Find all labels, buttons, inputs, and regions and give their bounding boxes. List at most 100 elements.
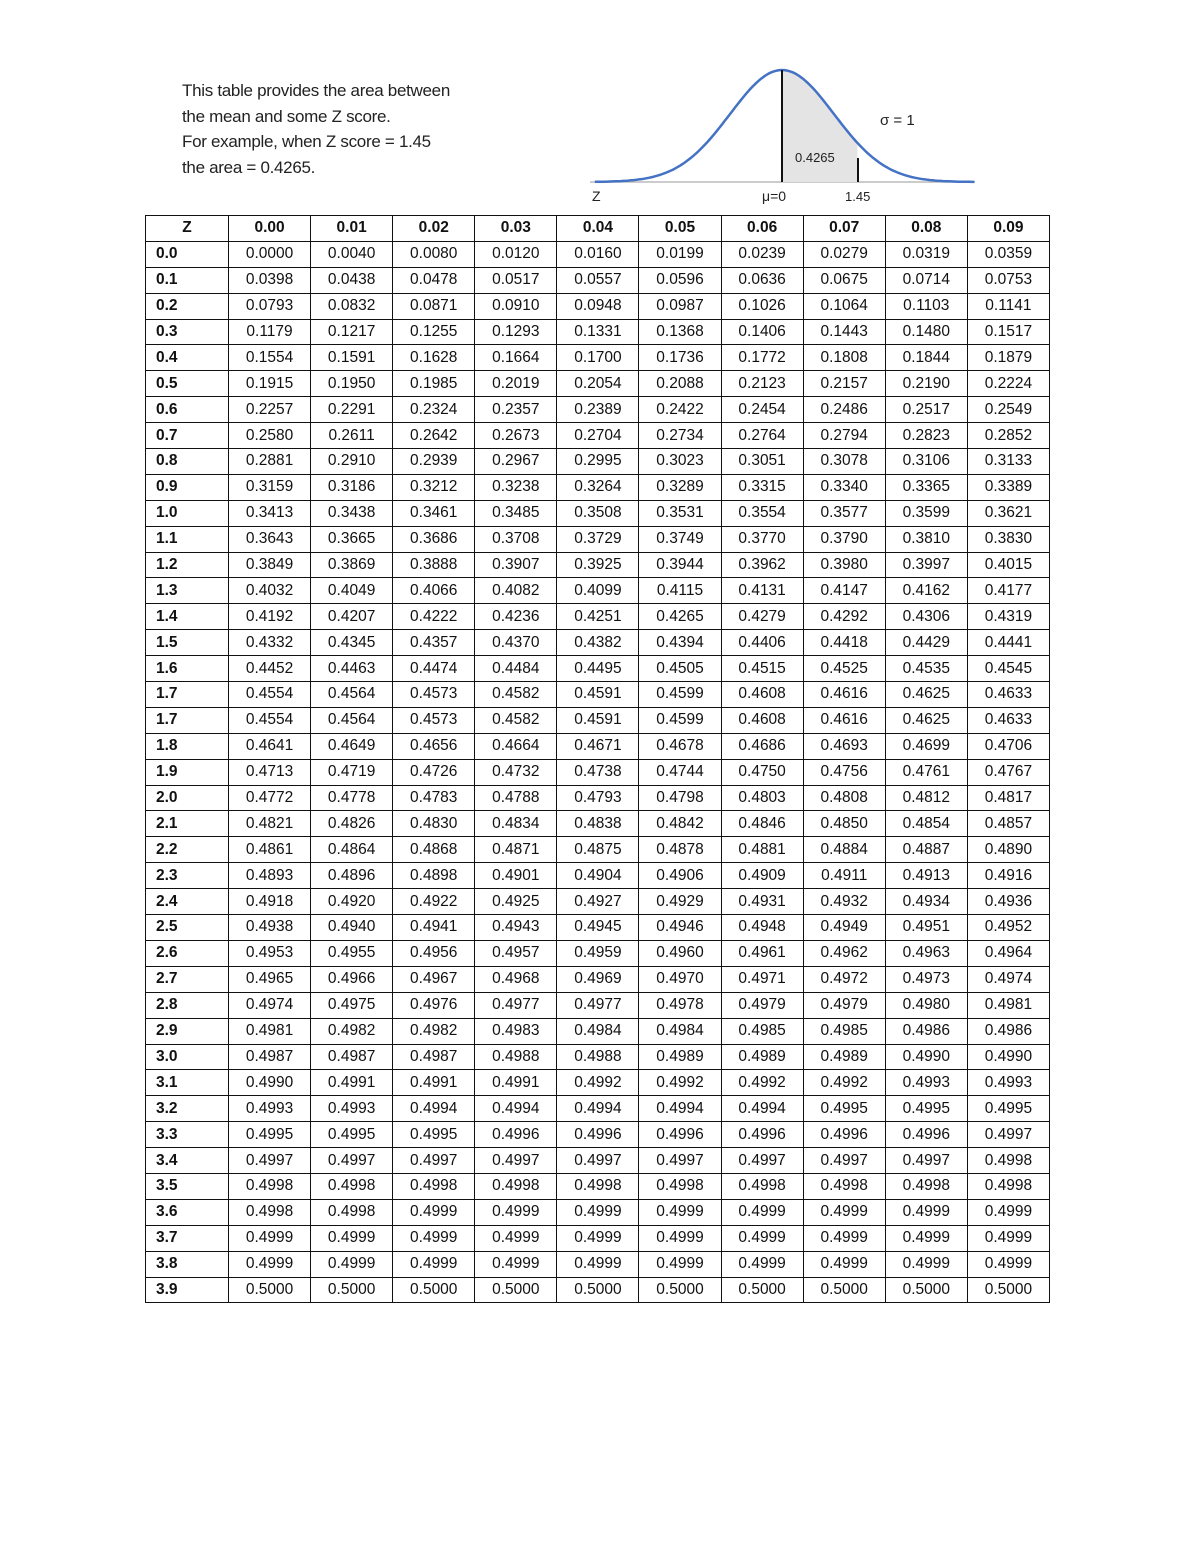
area-cell: 0.5000 (638, 1276, 722, 1304)
area-cell: 0.4452 (227, 655, 312, 683)
area-cell: 0.1217 (310, 318, 394, 346)
area-cell: 0.0478 (392, 266, 476, 294)
table-row: 2.1 0.4821 0.4826 0.4830 0.4834 0.4838 0.4842 0… (145, 810, 1051, 838)
z-value-cell: 2.1 (145, 810, 229, 838)
area-cell: 0.4357 (392, 629, 476, 657)
area-cell: 0.4996 (556, 1121, 640, 1149)
area-cell: 0.4207 (310, 603, 394, 631)
area-cell: 0.4131 (720, 577, 804, 605)
area-cell: 0.3289 (638, 473, 722, 501)
area-cell: 0.4898 (392, 862, 476, 890)
area-cell: 0.4821 (227, 810, 312, 838)
table-row: 0.4 0.1554 0.1591 0.1628 0.1664 0.1700 0.1736 0… (145, 344, 1051, 372)
area-cell: 0.4999 (392, 1198, 476, 1226)
z-value-cell: 1.2 (145, 551, 229, 579)
area-cell: 0.4991 (310, 1069, 394, 1097)
area-cell: 0.4934 (884, 888, 968, 916)
area-cell: 0.4999 (474, 1198, 558, 1226)
area-cell: 0.4994 (392, 1095, 476, 1123)
area-cell: 0.3133 (966, 448, 1051, 475)
table-row: 2.3 0.4893 0.4896 0.4898 0.4901 0.4904 0.4906 0… (145, 862, 1051, 890)
area-cell: 0.4982 (392, 1017, 476, 1045)
z-value-cell: 1.0 (145, 499, 229, 527)
area-cell: 0.4887 (884, 836, 968, 864)
area-cell: 0.4484 (474, 655, 558, 683)
area-cell: 0.4868 (392, 836, 476, 864)
area-cell: 0.4429 (884, 629, 968, 657)
area-cell: 0.2517 (884, 396, 968, 424)
area-cell: 0.0714 (884, 266, 968, 294)
area-cell: 0.5000 (310, 1276, 394, 1304)
area-cell: 0.4616 (802, 706, 886, 734)
z-value-cell: 0.3 (145, 318, 229, 346)
area-cell: 0.1879 (966, 344, 1051, 372)
area-cell: 0.2054 (556, 370, 640, 398)
area-cell: 0.1808 (802, 344, 886, 372)
area-cell: 0.1255 (392, 318, 476, 346)
area-cell: 0.3830 (966, 525, 1051, 553)
area-cell: 0.1915 (227, 370, 312, 398)
area-cell: 0.4251 (556, 603, 640, 631)
normal-curve-diagram (590, 68, 975, 184)
area-cell: 0.4999 (227, 1224, 312, 1252)
area-cell: 0.4984 (638, 1017, 722, 1045)
area-cell: 0.4015 (966, 551, 1051, 579)
area-cell: 0.0871 (392, 292, 476, 320)
area-cell: 0.4834 (474, 810, 558, 838)
area-cell: 0.4608 (720, 706, 804, 734)
z-value-cell: 2.7 (145, 965, 229, 993)
area-cell: 0.4965 (227, 965, 312, 993)
area-cell: 0.0987 (638, 292, 722, 320)
area-cell: 0.3686 (392, 525, 476, 553)
area-cell: 0.3749 (638, 525, 722, 553)
area-cell: 0.4394 (638, 629, 722, 657)
area-cell: 0.0080 (392, 240, 476, 268)
header-col: 0.03 (474, 215, 558, 242)
area-cell: 0.4535 (884, 655, 968, 683)
table-row: 0.6 0.2257 0.2291 0.2324 0.2357 0.2389 0.2422 0… (145, 396, 1051, 424)
area-cell: 0.2967 (474, 448, 558, 475)
area-cell: 0.4854 (884, 810, 968, 838)
area-cell: 0.4738 (556, 758, 640, 786)
area-cell: 0.5000 (392, 1276, 476, 1304)
area-cell: 0.4996 (720, 1121, 804, 1149)
area-cell: 0.2910 (310, 448, 394, 475)
area-cell: 0.4997 (720, 1147, 804, 1174)
area-cell: 0.4983 (474, 1017, 558, 1045)
area-cell: 0.4582 (474, 681, 558, 708)
area-cell: 0.0832 (310, 292, 394, 320)
table-row: 1.0 0.3413 0.3438 0.3461 0.3485 0.3508 0.3531 0… (145, 499, 1051, 527)
area-cell: 0.4999 (638, 1250, 722, 1278)
z-value-cell: 1.7 (145, 706, 229, 734)
area-cell: 0.4525 (802, 655, 886, 683)
area-cell: 0.4975 (310, 991, 394, 1019)
area-cell: 0.4976 (392, 991, 476, 1019)
area-cell: 0.5000 (227, 1276, 312, 1304)
area-cell: 0.0557 (556, 266, 640, 294)
z-value-cell: 0.6 (145, 396, 229, 424)
area-cell: 0.4893 (227, 862, 312, 890)
area-cell: 0.1368 (638, 318, 722, 346)
area-cell: 0.5000 (884, 1276, 968, 1304)
area-cell: 0.1736 (638, 344, 722, 372)
z-value-cell: 3.1 (145, 1069, 229, 1097)
area-cell: 0.4961 (720, 939, 804, 967)
table-row: 2.8 0.4974 0.4975 0.4976 0.4977 0.4977 0.4978 0… (145, 991, 1051, 1019)
area-cell: 0.4993 (884, 1069, 968, 1097)
area-cell: 0.2190 (884, 370, 968, 398)
area-cell: 0.4940 (310, 914, 394, 941)
area-cell: 0.0438 (310, 266, 394, 294)
table-row: 1.5 0.4332 0.4345 0.4357 0.4370 0.4382 0.4394 0… (145, 629, 1051, 657)
area-cell: 0.1700 (556, 344, 640, 372)
area-cell: 0.4998 (227, 1198, 312, 1226)
area-cell: 0.4995 (884, 1095, 968, 1123)
area-cell: 0.4911 (802, 862, 886, 890)
area-cell: 0.4991 (392, 1069, 476, 1097)
area-cell: 0.0675 (802, 266, 886, 294)
z-value-cell: 2.5 (145, 914, 229, 941)
area-cell: 0.3413 (227, 499, 312, 527)
area-cell: 0.4964 (966, 939, 1051, 967)
area-cell: 0.4936 (966, 888, 1051, 916)
z-value-cell: 2.0 (145, 784, 229, 812)
area-cell: 0.0040 (310, 240, 394, 268)
